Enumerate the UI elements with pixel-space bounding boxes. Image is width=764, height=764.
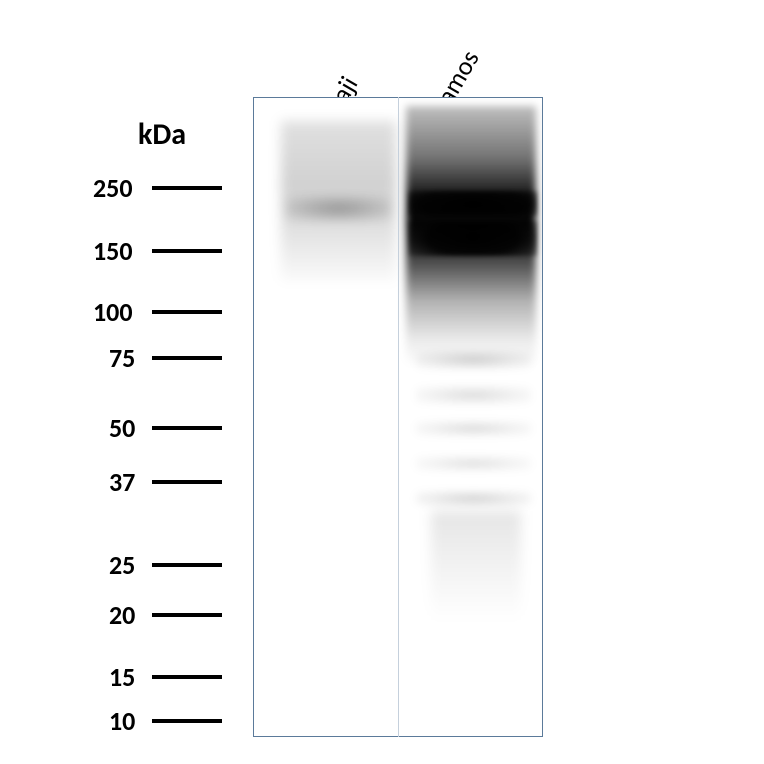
mw-tick-mark <box>152 426 222 430</box>
kda-unit-label: kDa <box>138 116 186 153</box>
mw-tick-label: 37 <box>109 466 135 498</box>
blot-band <box>416 386 531 404</box>
blot-band <box>409 221 537 256</box>
mw-tick-mark <box>152 563 222 567</box>
mw-tick-mark <box>152 613 222 617</box>
mw-tick-mark <box>152 719 222 723</box>
mw-tick-mark <box>152 480 222 484</box>
mw-tick-mark <box>152 675 222 679</box>
mw-tick-label: 75 <box>109 342 135 374</box>
blot-band <box>431 511 521 621</box>
lane-divider <box>398 97 399 737</box>
mw-tick-label: 25 <box>109 549 135 581</box>
mw-tick-label: 20 <box>109 599 135 631</box>
mw-tick-label: 100 <box>93 296 133 328</box>
blot-band <box>416 456 531 471</box>
mw-tick-label: 150 <box>93 235 133 267</box>
blot-band <box>416 421 531 436</box>
mw-tick-mark <box>152 310 222 314</box>
mw-tick-mark <box>152 356 222 360</box>
mw-tick-label: 250 <box>93 172 133 204</box>
mw-tick-label: 50 <box>109 412 135 444</box>
blot-band <box>416 491 531 506</box>
western-blot-figure: kDa RajiRamos 25015010075503725201510 <box>0 0 764 764</box>
mw-tick-mark <box>152 186 222 190</box>
mw-tick-mark <box>152 249 222 253</box>
blot-band <box>286 196 391 221</box>
blot-band <box>416 351 531 369</box>
blot-band <box>409 191 537 216</box>
mw-tick-label: 15 <box>109 661 135 693</box>
mw-tick-label: 10 <box>109 705 135 737</box>
